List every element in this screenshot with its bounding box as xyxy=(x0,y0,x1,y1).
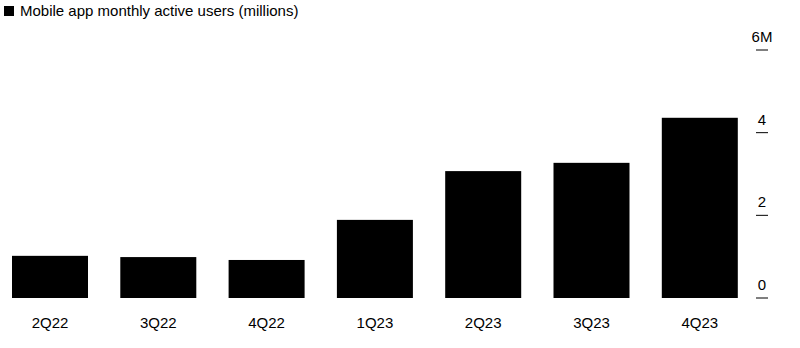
chart: Mobile app monthly active users (million… xyxy=(0,0,800,348)
y-tick xyxy=(756,50,768,51)
y-tick-label: 6M xyxy=(752,28,773,45)
bar xyxy=(120,257,196,298)
y-tick-label: 0 xyxy=(758,276,766,293)
x-tick-label: 2Q22 xyxy=(32,314,69,331)
bar xyxy=(554,163,630,298)
x-tick-label: 3Q23 xyxy=(573,314,610,331)
y-tick xyxy=(756,215,768,216)
x-tick-label: 3Q22 xyxy=(140,314,177,331)
legend-swatch xyxy=(4,6,14,16)
x-tick-label: 4Q22 xyxy=(248,314,285,331)
x-tick-label: 4Q23 xyxy=(681,314,718,331)
y-tick xyxy=(756,298,768,299)
y-tick xyxy=(756,132,768,133)
y-tick-label: 2 xyxy=(758,193,766,210)
x-tick-label: 2Q23 xyxy=(465,314,502,331)
bars xyxy=(12,118,738,298)
bar xyxy=(445,171,521,298)
legend-label: Mobile app monthly active users (million… xyxy=(20,2,298,19)
bar xyxy=(337,220,413,298)
x-tick-label: 1Q23 xyxy=(357,314,394,331)
bar xyxy=(12,256,88,298)
y-tick-label: 4 xyxy=(758,111,766,128)
bar xyxy=(662,118,738,298)
bar xyxy=(229,260,305,298)
